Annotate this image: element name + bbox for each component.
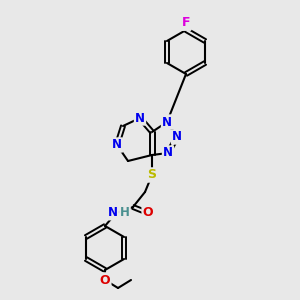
Text: N: N bbox=[108, 206, 118, 220]
Text: H: H bbox=[120, 206, 130, 220]
Text: N: N bbox=[135, 112, 145, 124]
Text: N: N bbox=[172, 130, 182, 143]
Text: F: F bbox=[182, 16, 190, 29]
Text: F: F bbox=[182, 16, 190, 29]
Text: O: O bbox=[100, 274, 110, 286]
Text: N: N bbox=[163, 146, 173, 160]
Text: N: N bbox=[112, 139, 122, 152]
Text: O: O bbox=[143, 206, 153, 220]
Text: N: N bbox=[162, 116, 172, 128]
Text: S: S bbox=[148, 169, 157, 182]
